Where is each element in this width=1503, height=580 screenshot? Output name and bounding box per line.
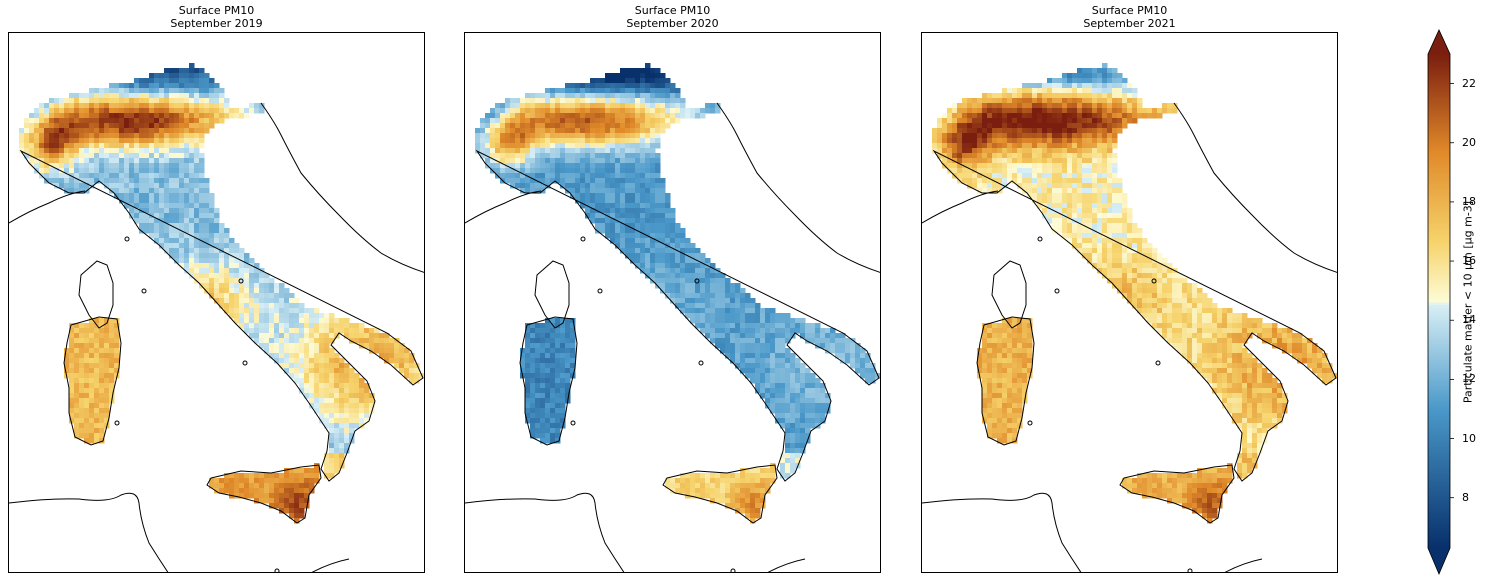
colorbar-gradient — [1427, 29, 1454, 576]
pm10-field — [475, 63, 880, 524]
colorbar-tick-label: 22 — [1462, 76, 1476, 90]
pm10-map-2021 — [922, 63, 1337, 572]
colorbar-outline — [1427, 29, 1451, 576]
colorbar-body — [1428, 54, 1450, 548]
coastlines — [9, 102, 424, 572]
coastlines — [922, 102, 1337, 572]
panel-title-line2: September 2021 — [1083, 17, 1176, 30]
colorbar-tick-label: 14 — [1462, 313, 1476, 327]
coastlines — [465, 102, 880, 572]
colorbar-tick-label: 8 — [1462, 490, 1469, 504]
colorbar-tick-label: 16 — [1462, 254, 1476, 268]
pm10-field — [932, 63, 1337, 524]
colorbar-tick-label: 18 — [1462, 194, 1476, 208]
map-panel-2019 — [8, 32, 425, 573]
panel-title-line1: Surface PM10 — [1091, 4, 1168, 17]
colorbar: 8 10 12 14 16 18 20 22 — [1420, 28, 1500, 576]
panel-title-line2: September 2020 — [626, 17, 719, 30]
colorbar-extend-max — [1428, 30, 1450, 54]
pm10-field — [19, 63, 424, 524]
panel-title-2020: Surface PM10 September 2020 — [464, 4, 881, 30]
panel-title-2019: Surface PM10 September 2019 — [8, 4, 425, 30]
panel-title-line2: September 2019 — [170, 17, 263, 30]
colorbar-tick-label: 12 — [1462, 372, 1476, 386]
colorbar-tick-label: 20 — [1462, 135, 1476, 149]
pm10-map-2020 — [465, 63, 880, 572]
colorbar-tick-label: 10 — [1462, 431, 1476, 445]
colorbar-label: Particulate matter < 10 µm [µg m-3] — [1461, 200, 1475, 404]
panel-title-2021: Surface PM10 September 2021 — [921, 4, 1338, 30]
map-panel-2020 — [464, 32, 881, 573]
panel-title-line1: Surface PM10 — [178, 4, 255, 17]
map-panel-2021 — [921, 32, 1338, 573]
panel-title-line1: Surface PM10 — [634, 4, 711, 17]
colorbar-extend-min — [1428, 548, 1450, 574]
pm10-map-2019 — [9, 63, 424, 572]
